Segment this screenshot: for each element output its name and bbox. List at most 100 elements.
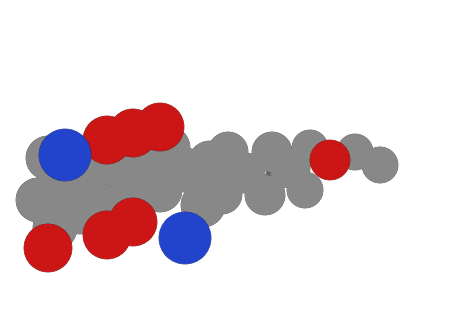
Circle shape xyxy=(88,189,124,225)
Circle shape xyxy=(98,226,113,242)
Circle shape xyxy=(307,145,312,150)
Circle shape xyxy=(53,173,74,195)
Circle shape xyxy=(208,180,233,205)
Circle shape xyxy=(99,149,128,178)
Circle shape xyxy=(213,185,229,201)
Circle shape xyxy=(362,147,397,182)
Circle shape xyxy=(114,178,150,214)
Circle shape xyxy=(302,140,316,154)
Circle shape xyxy=(148,128,186,166)
Circle shape xyxy=(83,211,131,259)
Circle shape xyxy=(65,150,109,194)
Circle shape xyxy=(249,179,279,209)
Circle shape xyxy=(147,114,170,137)
Circle shape xyxy=(104,232,109,237)
Circle shape xyxy=(115,204,148,237)
Circle shape xyxy=(33,195,41,203)
Circle shape xyxy=(176,161,192,177)
Circle shape xyxy=(125,189,139,202)
Circle shape xyxy=(296,134,322,160)
Circle shape xyxy=(86,214,126,254)
Circle shape xyxy=(288,166,291,169)
Circle shape xyxy=(130,219,135,224)
Circle shape xyxy=(33,206,77,250)
Circle shape xyxy=(105,233,108,236)
Circle shape xyxy=(85,213,128,256)
Circle shape xyxy=(44,134,84,174)
Circle shape xyxy=(119,134,160,175)
Circle shape xyxy=(139,169,180,210)
Circle shape xyxy=(354,151,355,152)
Circle shape xyxy=(328,158,331,161)
Circle shape xyxy=(167,152,201,186)
Circle shape xyxy=(146,176,171,201)
Circle shape xyxy=(263,192,266,196)
Circle shape xyxy=(34,144,59,169)
Circle shape xyxy=(327,158,332,162)
Circle shape xyxy=(371,156,387,172)
Circle shape xyxy=(102,203,111,211)
Circle shape xyxy=(103,231,109,237)
Circle shape xyxy=(219,143,235,159)
Circle shape xyxy=(113,113,151,151)
Circle shape xyxy=(113,202,151,240)
Circle shape xyxy=(256,136,286,166)
Circle shape xyxy=(156,123,162,130)
Circle shape xyxy=(269,149,274,154)
Circle shape xyxy=(228,156,260,188)
Circle shape xyxy=(158,138,175,156)
Circle shape xyxy=(135,150,144,159)
Circle shape xyxy=(65,197,93,225)
Circle shape xyxy=(31,141,63,173)
Circle shape xyxy=(29,140,65,175)
Circle shape xyxy=(90,218,121,249)
Circle shape xyxy=(47,167,81,201)
Circle shape xyxy=(68,200,89,221)
Circle shape xyxy=(210,134,246,170)
Circle shape xyxy=(88,121,123,156)
Circle shape xyxy=(214,186,227,199)
Circle shape xyxy=(37,237,56,256)
Circle shape xyxy=(215,187,227,199)
Circle shape xyxy=(311,141,348,178)
Circle shape xyxy=(171,224,195,248)
Circle shape xyxy=(39,149,55,165)
Circle shape xyxy=(286,164,292,171)
Circle shape xyxy=(251,181,277,207)
Circle shape xyxy=(314,144,345,174)
Circle shape xyxy=(50,170,78,198)
Circle shape xyxy=(123,123,140,140)
Circle shape xyxy=(93,126,118,151)
Circle shape xyxy=(304,188,306,191)
Circle shape xyxy=(27,189,46,208)
Circle shape xyxy=(72,157,100,185)
Circle shape xyxy=(91,124,120,153)
Circle shape xyxy=(98,199,114,215)
Circle shape xyxy=(51,171,76,196)
Circle shape xyxy=(216,188,226,198)
Circle shape xyxy=(205,158,213,167)
Circle shape xyxy=(166,146,169,149)
Circle shape xyxy=(124,124,140,140)
Circle shape xyxy=(218,190,225,197)
Circle shape xyxy=(185,186,220,222)
Circle shape xyxy=(161,141,173,153)
Circle shape xyxy=(256,186,272,202)
Circle shape xyxy=(36,236,57,257)
Circle shape xyxy=(118,118,145,145)
Circle shape xyxy=(128,143,149,164)
Circle shape xyxy=(201,154,217,170)
Circle shape xyxy=(212,136,242,166)
Circle shape xyxy=(211,183,231,203)
Circle shape xyxy=(29,229,65,265)
Circle shape xyxy=(167,147,168,149)
Circle shape xyxy=(137,104,182,149)
Circle shape xyxy=(36,198,39,201)
Circle shape xyxy=(87,188,126,226)
Circle shape xyxy=(146,114,171,138)
Circle shape xyxy=(79,164,93,177)
Circle shape xyxy=(34,207,75,248)
Circle shape xyxy=(190,192,213,215)
Circle shape xyxy=(323,153,335,165)
Circle shape xyxy=(34,196,40,202)
